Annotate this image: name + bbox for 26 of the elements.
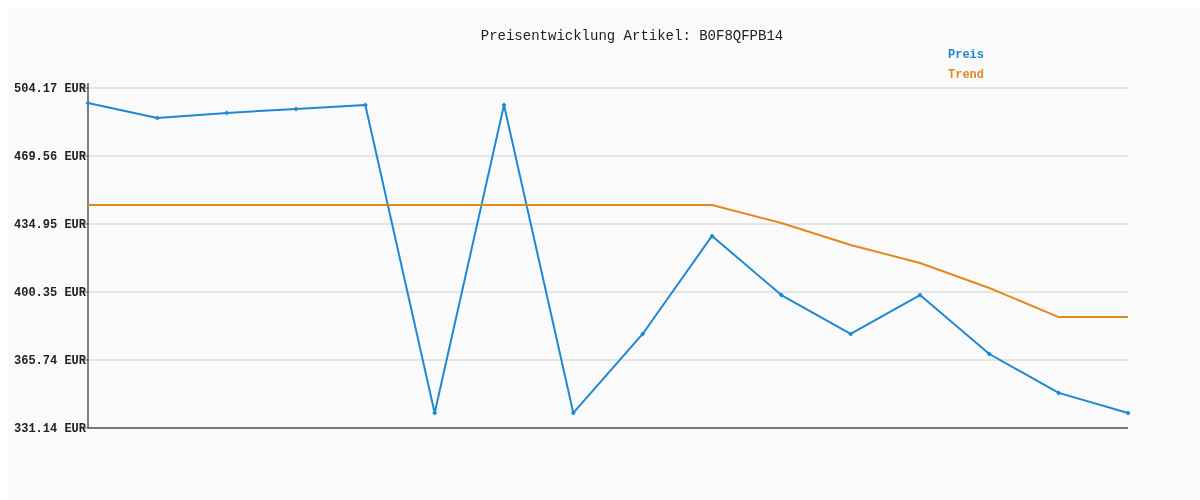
point — [1125, 410, 1131, 416]
y-tick-label: 434.95 EUR — [13, 218, 87, 233]
point — [432, 410, 438, 416]
y-tick-label: 469.56 EUR — [13, 150, 87, 165]
point — [640, 331, 646, 337]
point — [848, 331, 854, 337]
point — [501, 102, 507, 108]
point — [917, 292, 923, 298]
point — [85, 100, 91, 106]
y-tick-label: 365.74 EUR — [13, 354, 87, 369]
point — [224, 110, 230, 116]
point — [986, 351, 992, 357]
text: Preis — [948, 48, 985, 62]
y-tick-label: 400.35 EUR — [13, 286, 87, 300]
point — [293, 106, 299, 112]
chart-title: Preisentwicklung Artikel: B0F8QFPB14 — [480, 28, 784, 44]
point — [778, 292, 784, 298]
point — [154, 115, 160, 121]
point — [570, 410, 576, 416]
line-series — [87, 204, 1129, 319]
y-tick-label: 504.17 EUR — [13, 82, 87, 96]
point — [362, 102, 368, 108]
point — [709, 233, 715, 239]
point — [1056, 390, 1062, 396]
y-tick-label: 331.14 EUR — [13, 422, 87, 436]
text: Trend — [948, 68, 985, 82]
